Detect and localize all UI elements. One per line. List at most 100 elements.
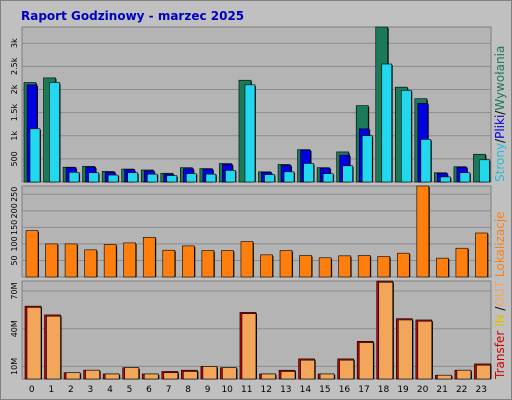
y-tick-label: 3k: [10, 38, 19, 48]
bar-lokalizacje: [221, 250, 234, 278]
bar-strony: [303, 163, 314, 183]
bar-transfer-in: [417, 320, 433, 380]
bar-transfer-in: [143, 373, 159, 380]
x-tick-label: 6: [146, 385, 152, 395]
side-label-part: Lokalizacje: [493, 211, 507, 277]
bar-strony: [166, 175, 178, 183]
bar-strony: [68, 171, 80, 183]
x-tick-label: 18: [378, 385, 390, 395]
y-tick-label: 150: [10, 220, 19, 235]
x-tick-label: 3: [88, 385, 94, 395]
bar-lokalizacje: [436, 257, 449, 278]
side-label-part: /: [493, 138, 507, 143]
x-tick-label: 13: [280, 385, 291, 395]
bar-strony: [127, 172, 139, 183]
bar-lokalizacje: [455, 247, 469, 278]
x-tick-label: 4: [107, 385, 113, 395]
x-tick-label: 12: [261, 385, 272, 395]
bar-lokalizacje: [201, 250, 215, 278]
bar-lokalizacje: [45, 243, 58, 278]
bar-lokalizacje: [338, 255, 351, 278]
bar-strony: [361, 135, 373, 183]
side-label-top: Strony/Pliki/Wywołania: [493, 46, 507, 182]
bar-lokalizacje: [260, 254, 273, 278]
bar-transfer-in: [476, 364, 491, 380]
x-tick-label: 5: [127, 385, 133, 395]
side-label-part: OUT: [493, 280, 507, 306]
side-label-bottom: Transfer IN /OUT: [493, 280, 507, 380]
bar-strony: [381, 63, 393, 183]
bar-transfer-in: [202, 366, 218, 380]
bar-transfer-in: [300, 359, 315, 380]
bar-strony: [225, 170, 236, 183]
bar-strony: [400, 90, 412, 183]
y-tick-label: 70M: [10, 282, 19, 299]
bar-strony: [479, 159, 490, 183]
x-tick-label: 9: [205, 385, 211, 395]
y-tick-label: 250: [10, 187, 19, 202]
bar-lokalizacje: [123, 242, 137, 278]
bar-transfer-in: [241, 313, 257, 380]
bar-strony: [283, 171, 295, 183]
x-tick-label: 22: [456, 385, 467, 395]
side-label-part: IN: [493, 311, 507, 331]
x-tick-label: 1: [48, 385, 54, 395]
side-label-part: /: [493, 306, 507, 311]
bar-transfer-in: [437, 374, 452, 380]
bar-transfer-in: [280, 371, 296, 380]
y-tick-label: 1.5k: [10, 104, 19, 122]
bar-lokalizacje: [142, 236, 156, 278]
y-tick-label: 500: [10, 151, 19, 166]
x-tick-label: 21: [436, 385, 447, 395]
bar-transfer-in: [378, 281, 394, 380]
x-tick-label: 23: [476, 385, 487, 395]
x-tick-label: 16: [339, 385, 351, 395]
bar-strony: [342, 165, 353, 183]
side-label-part: /: [493, 110, 507, 115]
bar-strony: [107, 174, 119, 183]
bar-transfer-in: [163, 372, 179, 380]
y-tick-label: 100: [10, 236, 19, 251]
bar-strony: [440, 176, 451, 183]
x-tick-label: 11: [241, 385, 252, 395]
bar-lokalizacje: [377, 256, 391, 278]
bar-lokalizacje: [299, 255, 312, 278]
bar-transfer-in: [85, 369, 100, 380]
x-tick-label: 20: [417, 385, 429, 395]
bar-lokalizacje: [318, 257, 332, 278]
bar-lokalizacje: [182, 245, 195, 278]
y-tick-label: 50: [10, 255, 19, 265]
bar-strony: [244, 84, 256, 183]
bar-strony: [420, 139, 432, 183]
bar-lokalizacje: [25, 230, 39, 278]
bar-transfer-in: [183, 371, 198, 380]
bar-strony: [146, 173, 158, 183]
y-tick-label: 10M: [10, 358, 19, 375]
bar-strony: [459, 172, 471, 183]
bar-strony: [29, 128, 41, 183]
bar-transfer-in: [26, 307, 42, 380]
side-label-part: Strony: [493, 143, 507, 182]
bar-lokalizacje: [240, 241, 254, 278]
bar-transfer-in: [65, 372, 81, 380]
bar-transfer-in: [104, 373, 120, 380]
x-tick-label: 10: [221, 385, 233, 395]
bar-transfer-in: [358, 342, 374, 380]
bar-lokalizacje: [416, 185, 430, 278]
chart-title: Raport Godzinowy - marzec 2025: [21, 9, 244, 23]
bar-lokalizacje: [357, 255, 371, 278]
bar-lokalizacje: [475, 232, 488, 278]
bar-lokalizacje: [64, 243, 78, 278]
bar-strony: [186, 173, 197, 183]
x-tick-label: 2: [68, 385, 74, 395]
bar-strony: [322, 173, 334, 183]
bar-strony: [49, 82, 60, 183]
x-tick-label: 15: [319, 385, 330, 395]
side-label-middle: Lokalizacje: [493, 211, 507, 277]
x-tick-label: 14: [300, 385, 312, 395]
side-label-part: Pliki: [493, 115, 507, 139]
bar-lokalizacje: [162, 249, 176, 278]
y-tick-label: 1k: [10, 131, 19, 141]
bar-lokalizacje: [396, 252, 410, 278]
